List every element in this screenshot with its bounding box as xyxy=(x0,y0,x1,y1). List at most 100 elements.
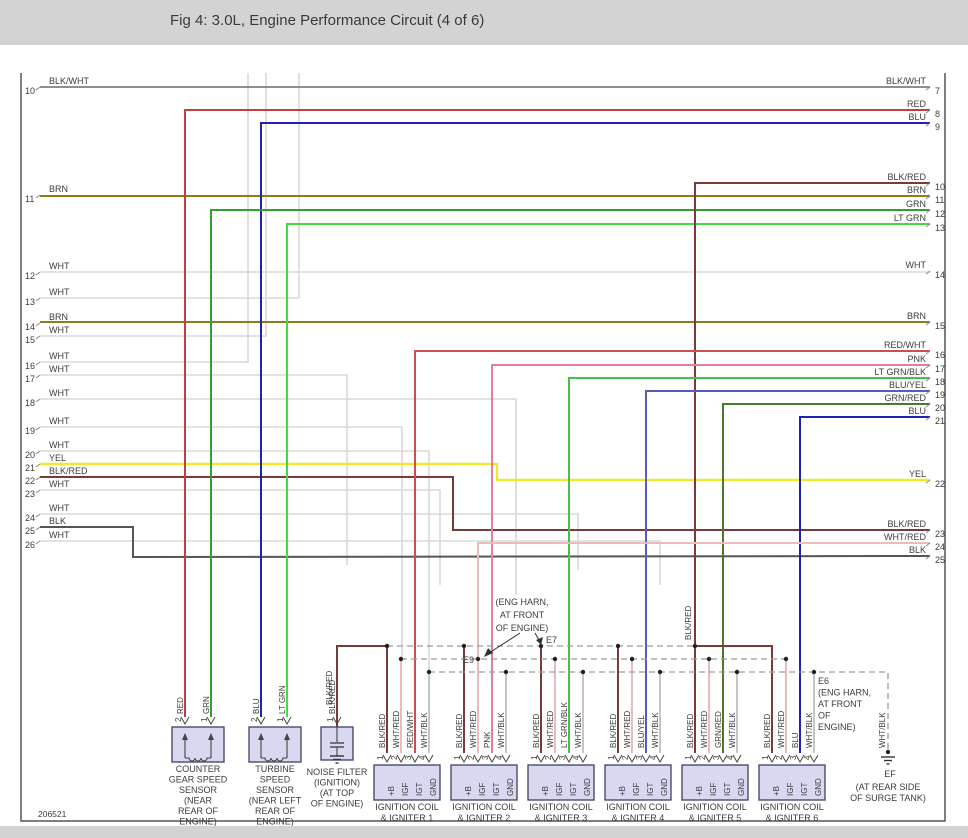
junction-dot xyxy=(734,669,740,675)
component-wire-label: WHT/BLK xyxy=(574,712,583,748)
pin-number: 25 xyxy=(25,526,35,536)
pin-tick xyxy=(925,321,931,326)
pin-tick xyxy=(35,322,41,327)
pin-number: 9 xyxy=(935,122,940,132)
coil-terminal-label: IGF xyxy=(401,783,410,796)
pin-wire-label: WHT xyxy=(49,388,70,398)
component-pin-number: 3 xyxy=(558,755,567,760)
pin-number: 11 xyxy=(25,194,34,204)
ignition-coil-5-box xyxy=(681,764,749,801)
component-pin-number: 1 xyxy=(684,755,693,760)
component-pin-number: 1 xyxy=(376,755,385,760)
component-pin-number: 2 xyxy=(621,755,630,760)
component-wire-label: WHT/RED xyxy=(623,710,632,748)
ignition-coil-4-box xyxy=(604,764,672,801)
pin-connector-notch xyxy=(627,754,637,764)
pin-tick xyxy=(35,398,41,403)
pin-number: 22 xyxy=(935,479,945,489)
wire-wht xyxy=(40,73,249,363)
component-pin-number: 3 xyxy=(712,755,721,760)
component-label: (IGNITION) xyxy=(314,778,360,788)
pin-connector-notch xyxy=(641,754,651,764)
pin-connector-notch xyxy=(781,754,791,764)
pin-number: 18 xyxy=(935,377,945,387)
pin-connector-notch xyxy=(382,754,392,764)
pin-wire-label: LT GRN/BLK xyxy=(874,367,926,377)
pin-connector-notch xyxy=(501,754,511,764)
pin-wire-label: WHT xyxy=(49,479,70,489)
pin-connector-notch xyxy=(655,754,665,764)
pin-tick xyxy=(35,513,41,518)
coil-terminal-label: GND xyxy=(506,778,515,796)
component-wire-label: BLK/RED xyxy=(455,714,464,748)
pin-wire-label: WHT xyxy=(49,364,70,374)
wire-grn-red xyxy=(722,403,930,753)
pin-wire-label: RED xyxy=(907,99,927,109)
pin-number: 11 xyxy=(935,195,944,205)
pin-wire-label: BRN xyxy=(907,311,926,321)
coil-terminal-label: +B xyxy=(541,786,550,796)
pin-tick xyxy=(925,403,931,408)
pin-number: 15 xyxy=(935,321,945,331)
pin-number: 15 xyxy=(25,335,35,345)
inductor-icon xyxy=(185,757,211,762)
wire-blk xyxy=(40,526,931,559)
pin-number: 16 xyxy=(25,361,35,371)
component-pin-number: 2 xyxy=(775,755,784,760)
component-wire-label: WHT/BLK xyxy=(497,712,506,748)
pin-tick xyxy=(35,194,41,199)
coil-terminal-label: +B xyxy=(618,786,627,796)
connector-label-e6: (ENG HARN, xyxy=(818,688,871,698)
connector-label-e6: E6 xyxy=(818,676,829,686)
note-arrow-head xyxy=(536,637,543,645)
pin-wire-label: BLK xyxy=(49,516,66,526)
component-wire-label: WHT/BLK xyxy=(651,712,660,748)
pin-tick xyxy=(35,476,41,481)
wire-blu-yel xyxy=(645,390,930,753)
wire-wht xyxy=(40,73,300,299)
wire-wht xyxy=(40,540,661,585)
nf-wire-label: BLK/RED xyxy=(325,671,334,705)
component-pin-number: 3 xyxy=(404,755,413,760)
arrow-up-icon xyxy=(208,733,214,740)
pin-tick xyxy=(35,335,41,340)
component-label: REAR OF xyxy=(178,806,219,816)
pin-wire-label: BRN xyxy=(907,185,926,195)
coil-terminal-label: IGT xyxy=(569,783,578,796)
pin-number: 22 xyxy=(25,476,35,486)
inductor-icon xyxy=(261,757,287,762)
pin-tick xyxy=(925,390,931,395)
pin-number: 10 xyxy=(935,182,945,192)
arrow-up-icon xyxy=(258,733,264,740)
component-pin-number: 1 xyxy=(200,717,209,722)
pin-connector-notch xyxy=(564,754,574,764)
pin-wire-label: BLU xyxy=(908,112,926,122)
wire-wht xyxy=(40,374,348,565)
wire-yel xyxy=(40,462,930,482)
component-pin-number: 4 xyxy=(726,755,735,760)
component-label: & IGNITER 1 xyxy=(381,813,434,823)
pin-wire-label: LT GRN xyxy=(894,213,926,223)
connector-label-e7: E7 xyxy=(546,635,557,645)
pin-wire-label: WHT xyxy=(49,416,70,426)
pin-number: 18 xyxy=(25,398,35,408)
pin-wire-label: BRN xyxy=(49,184,68,194)
component-label: IGNITION COIL xyxy=(452,802,516,812)
pin-number: 24 xyxy=(935,542,945,552)
pin-number: 17 xyxy=(935,364,945,374)
pin-tick xyxy=(35,374,41,379)
doc-number: 206521 xyxy=(38,809,67,819)
pin-number: 16 xyxy=(935,350,945,360)
component-label: SENSOR xyxy=(256,785,295,795)
pin-tick xyxy=(35,297,41,302)
component-pin-number: 1 xyxy=(276,717,285,722)
pin-tick xyxy=(925,555,931,560)
component-pin-number: 4 xyxy=(649,755,658,760)
component-pin-number: 4 xyxy=(418,755,427,760)
ef-location: (AT REAR SIDE xyxy=(856,782,921,792)
pin-tick xyxy=(35,426,41,431)
pin-wire-label: BLK/RED xyxy=(887,172,926,182)
component-label: IGNITION COIL xyxy=(760,802,824,812)
pin-wire-label: BLU/YEL xyxy=(889,380,926,390)
